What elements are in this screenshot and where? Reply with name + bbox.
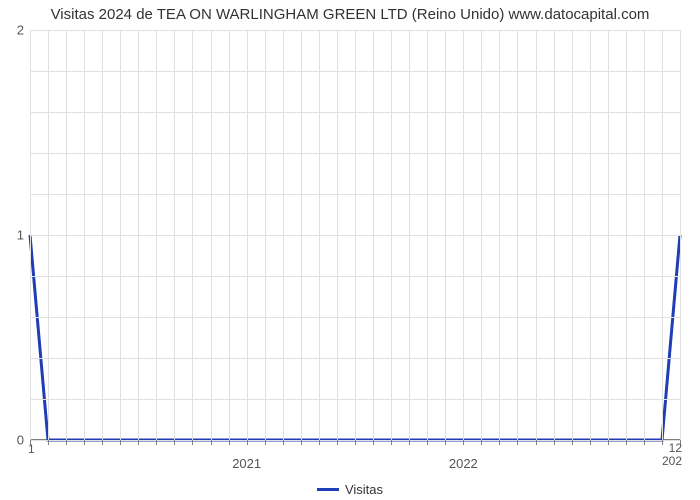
gridline-vertical [409,30,410,440]
x-minor-tick [48,440,49,445]
gridline-vertical [283,30,284,440]
x-minor-tick [319,440,320,445]
x-minor-tick [138,440,139,445]
gridline-vertical [120,30,121,440]
legend-label: Visitas [345,482,383,497]
x-minor-tick [120,440,121,445]
gridline-vertical [48,30,49,440]
gridline-vertical [211,30,212,440]
gridline-vertical [156,30,157,440]
gridline-vertical [536,30,537,440]
x-tick-label: 2022 [449,456,478,471]
gridline-vertical [138,30,139,440]
x-minor-tick [391,440,392,445]
x-minor-tick [644,440,645,445]
x-minor-tick [192,440,193,445]
plot-area: 01220212022112 202 [30,30,680,440]
x-minor-tick [102,440,103,445]
x-minor-tick [66,440,67,445]
gridline-vertical [301,30,302,440]
gridline-vertical [445,30,446,440]
x-minor-tick [481,440,482,445]
gridline-vertical [590,30,591,440]
gridline-vertical [66,30,67,440]
legend: Visitas [0,478,700,497]
gridline-vertical [644,30,645,440]
gridline-vertical [229,30,230,440]
x-minor-tick [211,440,212,445]
gridline-vertical [608,30,609,440]
gridline-vertical [517,30,518,440]
x-minor-tick [156,440,157,445]
gridline-vertical [247,30,248,440]
x-minor-tick [608,440,609,445]
legend-swatch [317,488,339,491]
x-minor-tick [373,440,374,445]
gridline-vertical [337,30,338,440]
legend-item-visitas: Visitas [317,482,383,497]
gridline-vertical [355,30,356,440]
gridline-vertical [626,30,627,440]
gridline-vertical [554,30,555,440]
gridline-vertical [102,30,103,440]
gridline-vertical [481,30,482,440]
x-minor-tick [590,440,591,445]
gridline-vertical [680,30,681,440]
gridline-vertical [265,30,266,440]
y-tick-label: 1 [17,228,24,243]
x-minor-tick [517,440,518,445]
x-minor-tick [572,440,573,445]
x-minor-tick [463,440,464,445]
x-axis-end-label-left: 1 [28,442,35,456]
x-minor-tick [536,440,537,445]
x-minor-tick [265,440,266,445]
chart-container: { "chart": { "type": "line", "title": "V… [0,0,700,500]
x-minor-tick [626,440,627,445]
gridline-vertical [463,30,464,440]
x-minor-tick [355,440,356,445]
x-minor-tick [427,440,428,445]
gridline-vertical [572,30,573,440]
gridline-vertical [84,30,85,440]
x-minor-tick [554,440,555,445]
gridline-vertical [391,30,392,440]
y-tick-label: 0 [17,433,24,448]
gridline-vertical [662,30,663,440]
x-minor-tick [283,440,284,445]
x-minor-tick [84,440,85,445]
chart-title: Visitas 2024 de TEA ON WARLINGHAM GREEN … [0,6,700,23]
x-tick-label: 2021 [232,456,261,471]
x-axis-end-label-right: 12 202 [662,442,682,468]
gridline-vertical [174,30,175,440]
x-minor-tick [301,440,302,445]
gridline-vertical [373,30,374,440]
x-minor-tick [247,440,248,445]
gridline-vertical [192,30,193,440]
gridline-vertical [319,30,320,440]
gridline-vertical [499,30,500,440]
x-minor-tick [499,440,500,445]
x-minor-tick [337,440,338,445]
x-minor-tick [229,440,230,445]
gridline-vertical [30,30,31,440]
x-minor-tick [409,440,410,445]
x-minor-tick [174,440,175,445]
x-minor-tick [445,440,446,445]
y-tick-label: 2 [17,23,24,38]
gridline-vertical [427,30,428,440]
